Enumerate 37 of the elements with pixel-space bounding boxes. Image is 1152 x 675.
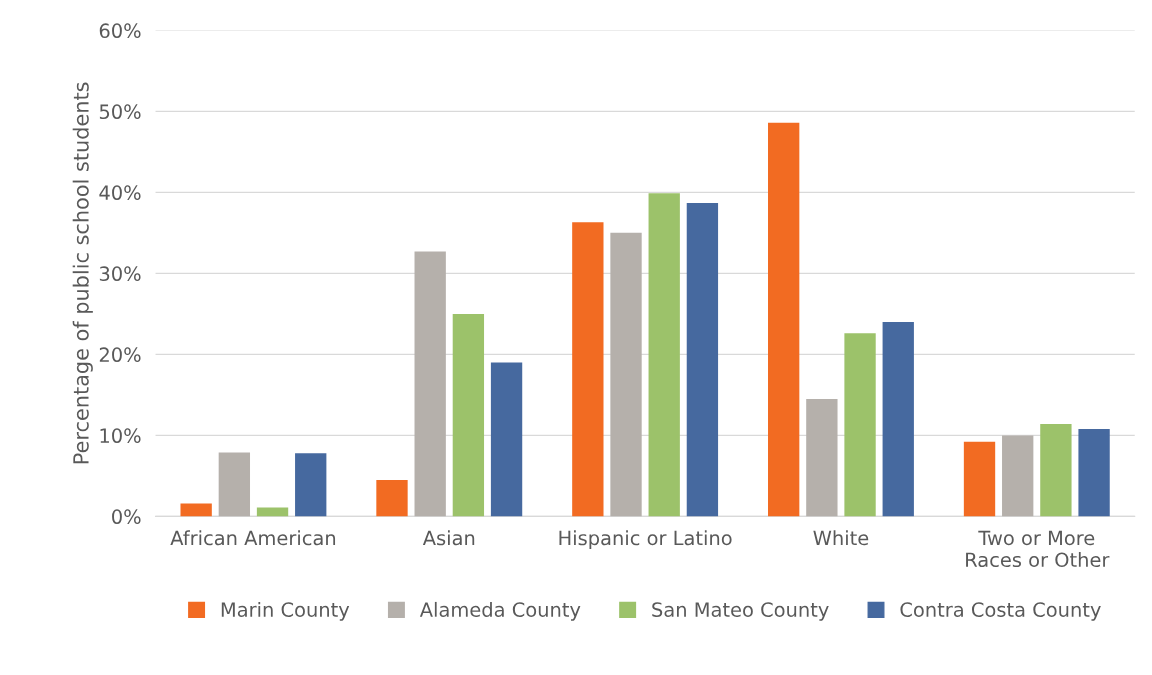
x-tick-label: Hispanic or Latino <box>559 530 732 550</box>
bar <box>768 122 800 517</box>
legend-label: Marin County <box>221 601 350 621</box>
bar <box>180 503 212 517</box>
bar <box>610 232 642 517</box>
bar <box>686 202 719 517</box>
bar <box>490 362 523 517</box>
x-tick-label: White <box>813 530 869 546</box>
bar <box>256 507 289 517</box>
x-tick-label: Asian <box>422 530 475 546</box>
y-axis-title: Percentage of public school students <box>72 82 93 464</box>
x-tick-label: Two or More Races or Other <box>966 530 1110 568</box>
bar <box>414 251 446 517</box>
y-tick-label: 50% <box>99 104 141 120</box>
legend-label: Contra Costa County <box>900 602 1101 621</box>
y-tick-label: 30% <box>99 266 141 282</box>
bar <box>295 453 327 517</box>
y-tick-label: 20% <box>99 347 141 363</box>
legend-label: Alameda County <box>419 601 581 621</box>
bar <box>376 479 408 517</box>
y-tick-label: 10% <box>100 428 141 444</box>
bar <box>452 313 485 517</box>
bar <box>218 452 251 517</box>
bar <box>1002 435 1034 517</box>
bar <box>963 441 996 517</box>
bar <box>572 222 604 517</box>
y-tick-label: 0% <box>112 509 141 525</box>
x-tick-label: African American <box>170 530 336 546</box>
y-tick-label: 40% <box>99 185 141 201</box>
bar <box>844 333 876 517</box>
bar <box>806 398 838 517</box>
bar <box>882 321 914 517</box>
bar <box>1078 428 1110 517</box>
bar <box>648 193 680 517</box>
y-tick-label: 60% <box>99 23 141 39</box>
bar <box>1040 424 1072 517</box>
legend-label: San Mateo County <box>652 602 829 621</box>
